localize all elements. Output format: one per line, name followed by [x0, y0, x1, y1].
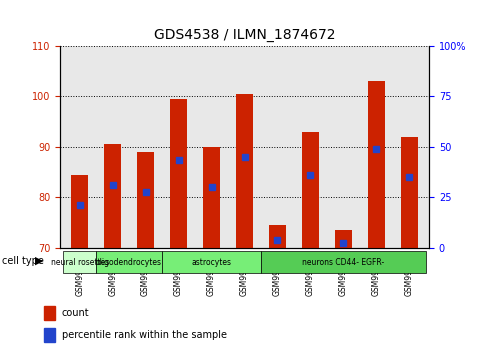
Bar	[269, 225, 286, 248]
Bar	[44, 306, 55, 320]
Text: cell type: cell type	[2, 256, 44, 266]
Bar	[335, 230, 352, 248]
Text: oligodendrocytes: oligodendrocytes	[96, 258, 162, 267]
Bar	[104, 144, 121, 248]
Bar	[137, 152, 154, 248]
Text: ▶: ▶	[35, 256, 43, 266]
FancyBboxPatch shape	[261, 251, 426, 273]
Bar	[203, 147, 220, 248]
Bar	[71, 175, 88, 248]
Title: GDS4538 / ILMN_1874672: GDS4538 / ILMN_1874672	[154, 28, 335, 42]
Bar	[44, 327, 55, 342]
Bar	[236, 94, 253, 248]
Text: count: count	[62, 308, 89, 318]
Bar	[401, 137, 418, 248]
Bar	[302, 132, 319, 248]
Text: percentile rank within the sample: percentile rank within the sample	[62, 330, 227, 340]
FancyBboxPatch shape	[63, 251, 96, 273]
Text: neural rosettes: neural rosettes	[50, 258, 109, 267]
Text: astrocytes: astrocytes	[192, 258, 232, 267]
FancyBboxPatch shape	[96, 251, 162, 273]
FancyBboxPatch shape	[162, 251, 261, 273]
Text: neurons CD44- EGFR-: neurons CD44- EGFR-	[302, 258, 385, 267]
Bar	[170, 99, 187, 248]
Bar	[368, 81, 385, 248]
